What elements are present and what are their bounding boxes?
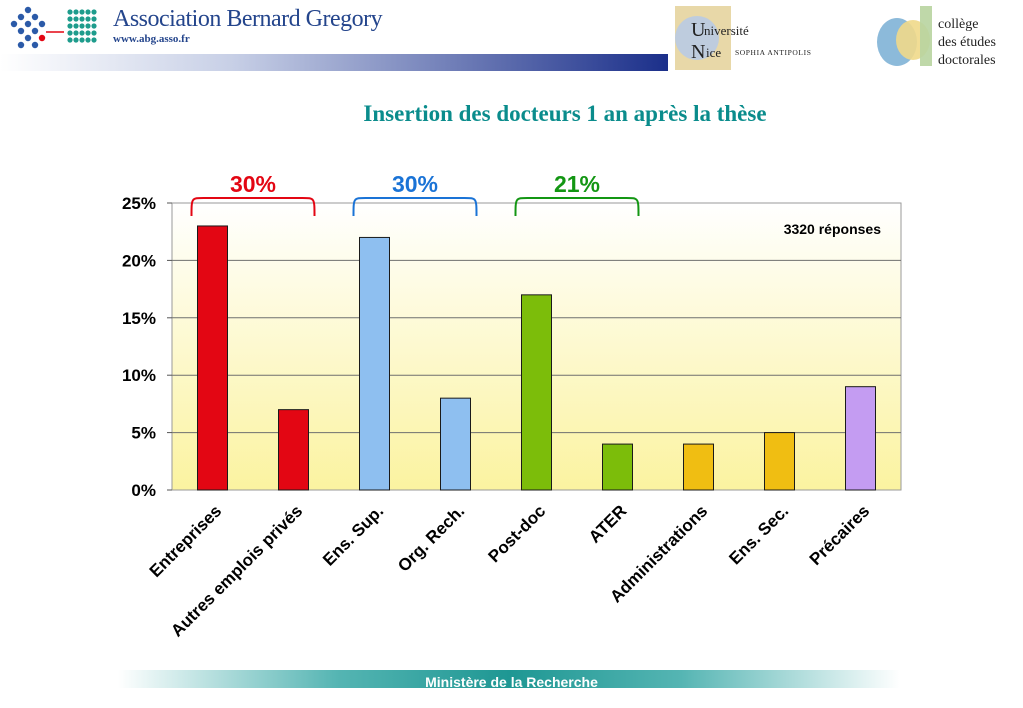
x-tick-label: Entreprises	[146, 501, 226, 581]
annotation-responses: 3320 réponses	[784, 221, 881, 237]
footer-band	[118, 670, 900, 688]
y-tick-label: 0%	[131, 481, 156, 500]
unice-line2: ice	[706, 45, 721, 60]
bar	[845, 386, 876, 491]
unice-logo: U niversité N ice SOPHIA ANTIPOLIS	[675, 6, 812, 70]
group-bracket	[190, 197, 316, 217]
cde-line2: des études	[938, 35, 996, 50]
group-bracket	[514, 197, 640, 217]
y-tick-label: 25%	[122, 194, 156, 213]
unice-letter-u: U	[691, 19, 706, 41]
x-tick-label: Ens. Sec.	[725, 501, 792, 568]
unice-letter-n: N	[691, 41, 705, 63]
bar	[197, 225, 228, 491]
x-tick-label: Org. Rech.	[394, 501, 468, 575]
cde-logo-d-icon	[920, 6, 932, 66]
x-tick-label: Post-doc	[484, 501, 549, 566]
bar	[602, 443, 633, 491]
unice-sophia: SOPHIA ANTIPOLIS	[735, 48, 812, 57]
bar	[359, 236, 390, 491]
group-bracket	[352, 197, 478, 217]
cde-logo: collège des études doctorales	[877, 6, 996, 68]
unice-logo-circle-icon	[675, 16, 719, 60]
group-label: 21%	[554, 171, 600, 197]
abg-dots-logo-icon	[10, 6, 97, 49]
group-label: 30%	[392, 171, 438, 197]
bar	[521, 294, 552, 491]
bar	[683, 443, 714, 491]
page-title: Insertion des docteurs 1 an après la thè…	[363, 101, 767, 126]
header-band	[0, 54, 668, 71]
x-tick-label: Précaires	[806, 501, 874, 569]
cde-line3: doctorales	[938, 53, 996, 68]
x-tick-label: ATER	[585, 501, 630, 546]
abg-url[interactable]: www.abg.asso.fr	[113, 33, 190, 45]
unice-line1: niversité	[704, 23, 749, 38]
y-tick-label: 10%	[122, 366, 156, 385]
y-tick-label: 20%	[122, 251, 156, 270]
y-tick-label: 5%	[131, 424, 156, 443]
bar	[764, 432, 795, 491]
footer-text: Ministère de la Recherche	[425, 674, 598, 690]
group-label: 30%	[230, 171, 276, 197]
cde-line1: collège	[938, 17, 978, 32]
abg-name: Association Bernard Gregory	[113, 6, 383, 32]
header: Association Bernard Gregory www.abg.asso…	[0, 0, 1023, 80]
bar	[278, 409, 309, 491]
y-tick-label: 15%	[122, 309, 156, 328]
x-tick-label: Autres emplois privés	[167, 501, 306, 640]
x-tick-label: Ens. Sup.	[319, 501, 387, 569]
bar	[440, 397, 471, 491]
